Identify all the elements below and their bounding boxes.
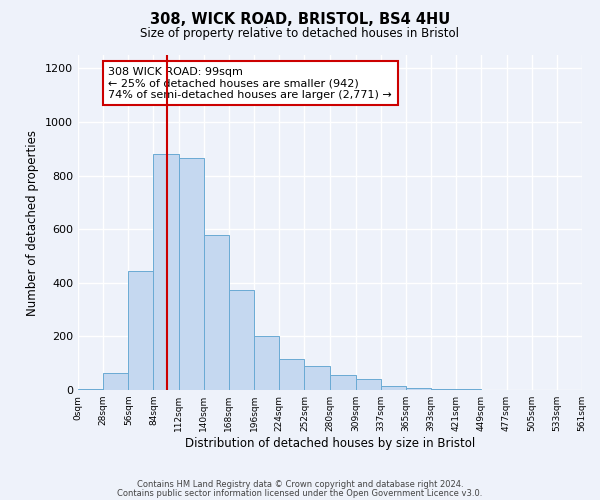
Bar [78,388,103,390]
Bar [381,386,406,390]
Text: Contains public sector information licensed under the Open Government Licence v3: Contains public sector information licen… [118,488,482,498]
X-axis label: Distribution of detached houses by size in Bristol: Distribution of detached houses by size … [185,437,475,450]
Bar [229,290,254,390]
Bar [179,158,204,390]
Text: 308 WICK ROAD: 99sqm
← 25% of detached houses are smaller (942)
74% of semi-deta: 308 WICK ROAD: 99sqm ← 25% of detached h… [108,66,392,100]
Bar [356,378,381,390]
Bar [406,388,431,390]
Bar [279,359,304,390]
Bar [304,366,329,390]
Bar [204,234,229,390]
Bar [154,154,179,390]
Bar [103,372,128,390]
Text: 308, WICK ROAD, BRISTOL, BS4 4HU: 308, WICK ROAD, BRISTOL, BS4 4HU [150,12,450,28]
Bar [254,336,279,390]
Text: Contains HM Land Registry data © Crown copyright and database right 2024.: Contains HM Land Registry data © Crown c… [137,480,463,489]
Bar [128,270,154,390]
Bar [329,376,356,390]
Bar [431,389,456,390]
Y-axis label: Number of detached properties: Number of detached properties [26,130,40,316]
Text: Size of property relative to detached houses in Bristol: Size of property relative to detached ho… [140,28,460,40]
